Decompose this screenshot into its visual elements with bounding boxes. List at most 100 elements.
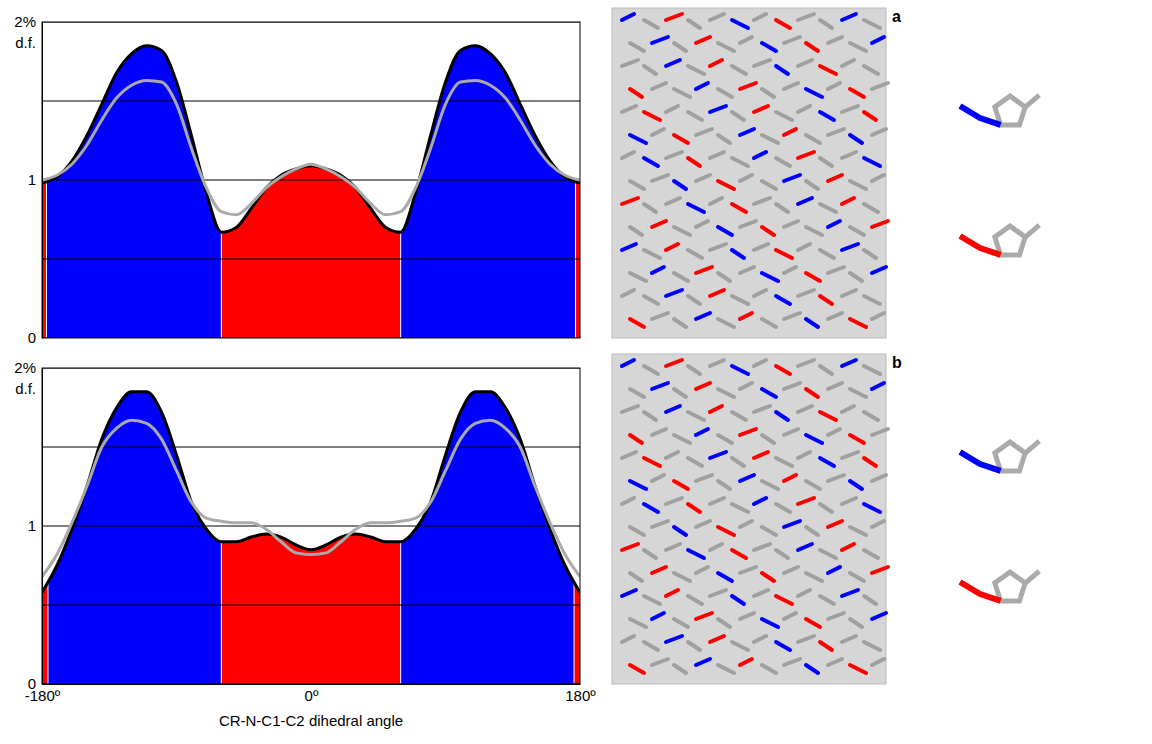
snapshot-bond: [740, 313, 752, 319]
snapshot-bond: [718, 481, 730, 489]
snapshot-bond: [798, 290, 814, 296]
snapshot-bond: [798, 544, 812, 550]
snapshot-bond: [784, 659, 800, 665]
snapshot-bond: [806, 389, 818, 397]
side-bond: [1025, 95, 1039, 107]
snapshot-bond: [666, 198, 680, 204]
snapshot-bond: [754, 452, 768, 458]
snapshot-bond: [798, 406, 812, 412]
snapshot-bond: [872, 475, 886, 481]
minor-grid-line: [42, 605, 580, 606]
snapshot-bond: [718, 573, 732, 581]
snapshot-bond: [820, 596, 834, 604]
snapshot-bond: [630, 43, 644, 51]
snapshot-bond: [872, 521, 884, 527]
snapshot-bond: [864, 550, 878, 558]
snapshot-bond: [696, 221, 708, 227]
snapshot-bond: [696, 383, 710, 389]
snapshot-bond: [784, 475, 796, 481]
snapshot-bond: [718, 527, 734, 535]
snapshot-bond: [754, 106, 768, 112]
snapshot-bond: [710, 60, 722, 66]
snapshot-bond: [776, 458, 792, 466]
snapshot-bond: [820, 158, 832, 166]
snapshot-bond: [828, 659, 842, 665]
region-fill: [48, 392, 221, 684]
snapshot-bond: [850, 273, 862, 281]
snapshot-bond: [864, 250, 876, 258]
snapshot-bond: [732, 204, 746, 212]
snapshot-bond: [850, 435, 864, 443]
snapshot-bond: [630, 527, 644, 535]
snapshot-bond: [644, 250, 660, 258]
snapshot-bond: [718, 389, 734, 397]
snapshot-bond: [842, 152, 856, 158]
snapshot-bond: [630, 665, 644, 673]
snapshot-bond: [644, 458, 660, 466]
dihedral-bonds: [960, 106, 1001, 125]
snapshot-bond: [850, 227, 864, 235]
region-fill: [574, 392, 580, 684]
snapshot-bond: [828, 383, 842, 389]
snapshot-bond: [842, 544, 854, 550]
snapshot-bond: [754, 14, 766, 20]
snapshot-bond: [798, 498, 814, 504]
snapshot-bond: [696, 429, 708, 435]
snapshot-bond: [828, 267, 844, 273]
snapshot-bond: [820, 412, 836, 420]
snapshot-bond: [688, 596, 702, 604]
ring: [995, 96, 1025, 125]
density-line: [42, 80, 580, 214]
snapshot-bond: [864, 112, 876, 120]
snapshot-bond: [784, 383, 800, 389]
snapshot-bond: [754, 60, 770, 66]
snapshot-bond: [754, 498, 766, 504]
snapshot-bond: [740, 475, 754, 481]
snapshot-bond: [754, 360, 766, 366]
snapshot-bond: [806, 481, 820, 489]
snapshot-bond: [798, 60, 812, 66]
snapshot-bond: [806, 619, 820, 627]
snapshot-bond: [674, 181, 686, 189]
snapshot-bond: [754, 244, 768, 250]
snapshot-bond: [872, 221, 888, 227]
x-axis-title: CR-N-C1-C2 dihedral angle: [219, 712, 403, 729]
snapshot-bond: [784, 129, 796, 135]
snapshot-bond: [688, 66, 704, 74]
snapshot-bond: [806, 527, 818, 535]
snapshot-bond: [850, 135, 862, 143]
snapshot-bond: [754, 544, 770, 550]
snapshot-bond: [652, 175, 668, 181]
snapshot-bond: [806, 319, 818, 327]
snapshot-bond: [732, 112, 744, 120]
snapshot-bond: [820, 66, 836, 74]
x-axis-line: [43, 684, 581, 685]
snapshot-bond: [718, 89, 732, 97]
snapshot-background: [612, 354, 886, 684]
snapshot-bond: [798, 452, 810, 458]
region-fill: [401, 392, 574, 684]
side-bond: [1025, 441, 1039, 453]
snapshot-bond: [798, 14, 814, 20]
snapshot-bond: [828, 613, 844, 619]
snapshot-bond: [776, 550, 788, 558]
snapshot-bond: [688, 296, 700, 304]
snapshot-bond: [674, 227, 690, 235]
snapshot-bond: [710, 14, 724, 20]
density-line: [42, 46, 580, 232]
x-tick-label: 0º: [305, 687, 319, 704]
snapshot-bond: [710, 590, 726, 596]
snapshot-bond: [674, 273, 688, 281]
snapshot-bond: [732, 366, 748, 374]
figure: 012%d.f.a012%d.f.-180º0º180ºCR-N-C1-C2 d…: [0, 0, 1152, 744]
snapshot-bond: [688, 112, 702, 120]
snapshot-bond: [842, 106, 858, 112]
snapshot-bond: [732, 504, 748, 512]
snapshot-bond: [842, 360, 856, 366]
region-fill: [576, 46, 580, 338]
snapshot-bond: [644, 66, 656, 74]
snapshot-bond: [696, 267, 712, 273]
snapshot-bond: [864, 296, 880, 304]
x-tick: 180º: [565, 684, 596, 704]
snapshot-bond: [828, 37, 842, 43]
